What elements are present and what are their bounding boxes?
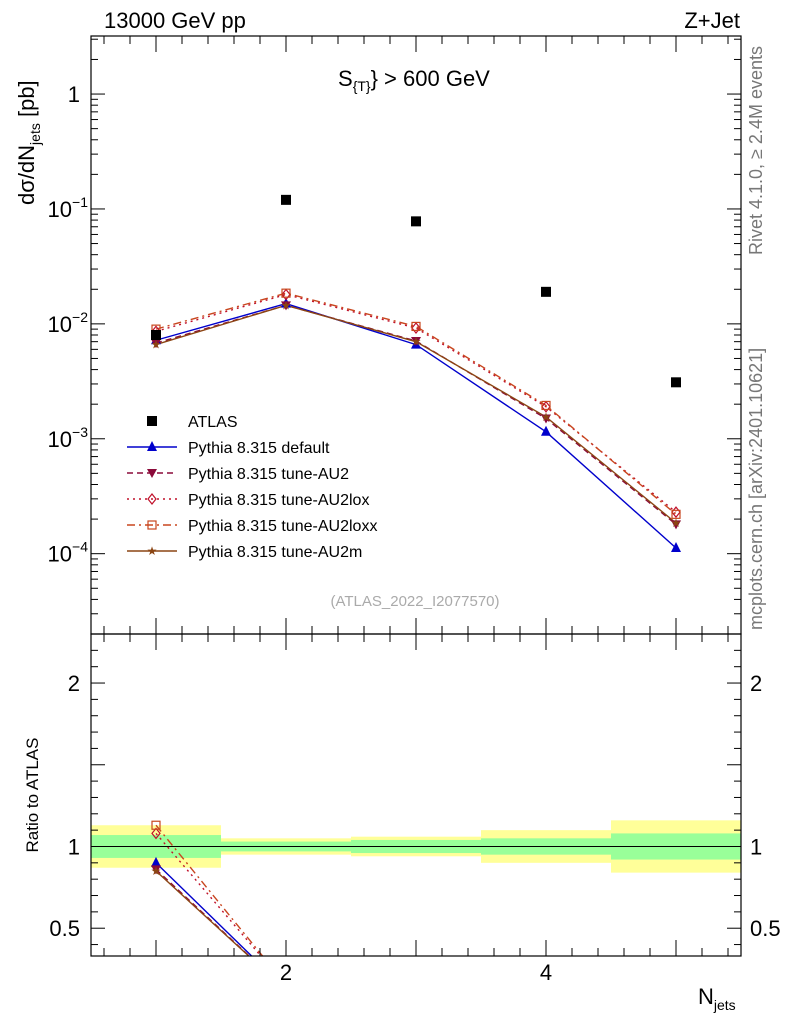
ratio-series-line [155,870,250,956]
series-point [671,509,681,519]
ratio-series-point [151,827,161,840]
series-point: ★ [671,516,682,530]
ratio-series [155,870,250,956]
series-point [671,542,681,553]
series-point [541,414,551,424]
legend-marker [147,493,157,505]
atlas-data-point [281,194,291,205]
series-point [541,425,551,436]
y-axis-label: dσ/dNjets [pb] [14,80,43,205]
series-point: ★ [541,410,552,424]
ratio-tick-label-left: 1 [68,834,80,859]
ratio-y-axis-label: Ratio to ATLAS [23,738,42,853]
legend-marker [147,469,157,478]
series-point: ★ [151,338,162,352]
legend: ATLAS Pythia 8.315 default Pythia 8.315 tu… [127,414,377,561]
mcplots-label: mcplots.cern.ch [arXiv:2401.10621] [746,348,766,630]
atlas-data-point [671,377,681,388]
x-tick-label: 2 [280,960,292,985]
series-point: ★ [281,298,292,312]
atlas-data-point [151,330,161,340]
legend-label: Pythia 8.315 tune-AU2loxx [188,518,377,535]
ratio-series-line [155,832,262,956]
series-point [411,322,421,334]
y-tick-label: 10−1 [48,194,89,222]
legend-marker [147,416,157,426]
y-tick-label: 1 [68,82,80,107]
x-tick-label: 4 [540,960,552,985]
series-line [155,293,677,513]
series-point: ★ [411,335,422,349]
ratio-series-point [151,856,161,867]
legend-label: Pythia 8.315 tune-AU2m [188,544,362,561]
energy-label: 13000 GeV pp [104,8,246,33]
series-point [281,288,291,298]
process-label: Z+Jet [684,8,740,33]
legend-marker: ★ [147,544,158,558]
series-point [541,400,551,413]
series-point [541,400,551,411]
y-tick-label: 10−3 [48,424,89,452]
legend-label: Pythia 8.315 tune-AU2 [188,466,349,483]
ratio-tick-label-left: 0.5 [49,916,80,941]
ratio-tick-label-right: 2 [750,671,762,696]
ratio-series-point [151,865,161,875]
series-point [411,321,421,332]
ratio-tick-label-left: 2 [68,671,80,696]
legend-marker [147,441,157,451]
ratio-series-point [151,820,161,830]
cut-label: S{T}} > 600 GeV [338,66,490,94]
y-tick-label: 10−2 [48,309,89,337]
ratio-series [155,868,251,956]
ratio-series [155,832,262,956]
series-point [281,301,291,311]
ratio-plot-frame [90,633,742,957]
ratio-series-point: ★ [151,864,162,878]
legend-label: Pythia 8.315 default [188,440,330,457]
legend-marker [147,520,157,530]
rivet-version-label: Rivet 4.1.0, ≥ 2.4M events [746,46,766,255]
ratio-series-line [155,868,251,956]
uncertainty-bands [91,820,741,873]
x-axis-label: Njets [698,984,736,1013]
series-point [671,520,681,530]
series-point [151,339,161,349]
series-point [281,288,291,301]
atlas-data-point [411,216,421,227]
atlas-data-point [541,286,551,297]
ratio-tick-label-right: 1 [750,834,762,859]
ratio-tick-label-right: 0.5 [750,916,781,941]
ratio-series [155,862,253,956]
axes: 1 10−1 10−2 10−3 10−4 2 4 2 2 1 1 0.5 0.5 [48,35,781,985]
analysis-id-label: (ATLAS_2022_I2077570) [330,593,499,610]
ratio-series-line [155,862,253,956]
legend-label: Pythia 8.315 tune-AU2lox [188,492,369,509]
data-markers: ★ ★ ★ ★ ★ ★ [151,194,682,878]
series-point [411,336,421,346]
legend-label: ATLAS [188,414,238,431]
y-tick-label: 10−4 [48,539,89,567]
